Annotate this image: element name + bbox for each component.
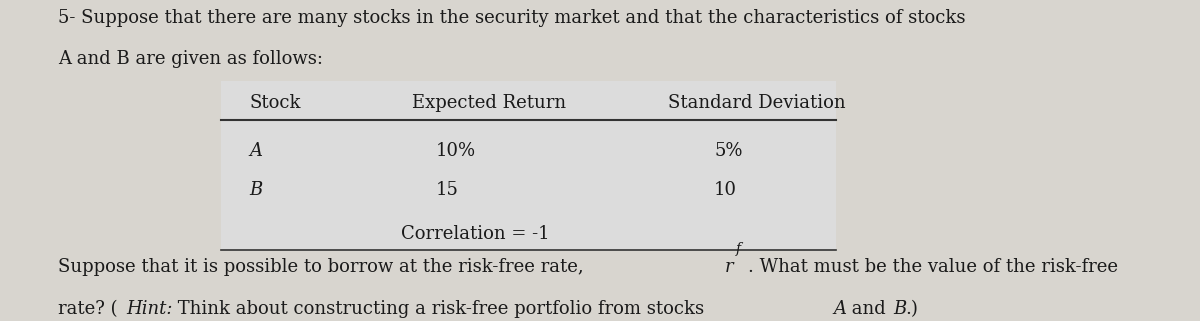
Text: 10: 10 [714, 181, 737, 199]
Text: Hint:: Hint: [126, 300, 173, 318]
Text: A: A [834, 300, 847, 318]
Text: B: B [250, 181, 263, 199]
Text: f: f [736, 242, 742, 256]
Text: Stock: Stock [250, 94, 301, 112]
Text: 15: 15 [436, 181, 458, 199]
Text: 5%: 5% [714, 142, 743, 160]
Text: rate? (: rate? ( [58, 300, 118, 318]
Text: Suppose that it is possible to borrow at the risk-free rate,: Suppose that it is possible to borrow at… [58, 258, 589, 276]
Text: Expected Return: Expected Return [412, 94, 566, 112]
Text: Standard Deviation: Standard Deviation [667, 94, 845, 112]
Text: . What must be the value of the risk-free: . What must be the value of the risk-fre… [748, 258, 1117, 276]
Text: and: and [846, 300, 892, 318]
Text: .): .) [906, 300, 918, 318]
FancyBboxPatch shape [221, 81, 836, 250]
Text: Think about constructing a risk-free portfolio from stocks: Think about constructing a risk-free por… [172, 300, 709, 318]
Text: 5- Suppose that there are many stocks in the security market and that the charac: 5- Suppose that there are many stocks in… [58, 9, 966, 27]
Text: r: r [725, 258, 733, 276]
Text: A: A [250, 142, 263, 160]
Text: Correlation = -1: Correlation = -1 [401, 225, 550, 243]
Text: 10%: 10% [436, 142, 475, 160]
Text: B: B [893, 300, 906, 318]
Text: A and B are given as follows:: A and B are given as follows: [58, 50, 323, 68]
